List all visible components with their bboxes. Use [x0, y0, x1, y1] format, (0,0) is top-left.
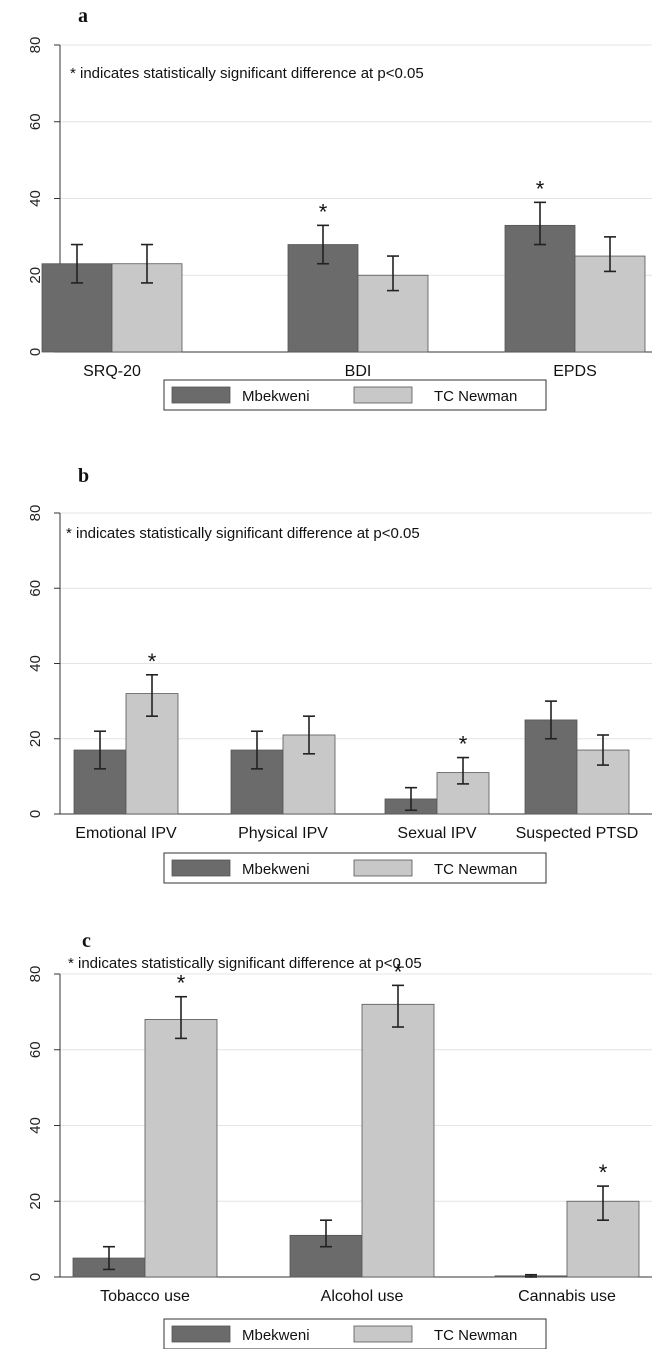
category-label-b-2: Sexual IPV: [397, 825, 476, 842]
legend-swatch-tc-newman-a: [353, 386, 413, 404]
legend-label-tc-newman-a: TC Newman: [434, 388, 517, 405]
panel-letter-a: a: [78, 5, 88, 27]
significance-star-c-1: *: [394, 959, 403, 984]
y-tick-label-c-80: 80: [27, 966, 44, 983]
y-tick-label-a-20: 20: [27, 267, 44, 284]
significance-star-b-2: *: [459, 732, 468, 757]
significance-note-c: * indicates statistically significant di…: [68, 955, 422, 972]
y-tick-label-a-60: 60: [27, 113, 44, 130]
legend-label-mbekweni-a: Mbekweni: [242, 388, 310, 405]
y-tick-label-c-0: 0: [27, 1273, 44, 1281]
legend-swatch-mbekweni-a: [171, 386, 231, 404]
bar-a-mbekweni-2: [504, 224, 576, 353]
y-tick-label-b-60: 60: [27, 580, 44, 597]
category-label-a-0: SRQ-20: [83, 363, 141, 380]
category-label-c-1: Alcohol use: [321, 1288, 404, 1305]
y-tick-label-a-0: 0: [27, 348, 44, 356]
bar-c-tc-newman-0: [144, 1019, 218, 1278]
bar-c-tc-newman-1: [361, 1003, 435, 1278]
y-tick-label-a-80: 80: [27, 37, 44, 54]
significance-star-c-2: *: [599, 1160, 608, 1185]
legend-swatch-mbekweni-c: [171, 1325, 231, 1343]
significance-star-a-1: *: [319, 199, 328, 224]
legend-label-tc-newman-c: TC Newman: [434, 1327, 517, 1344]
y-tick-label-b-0: 0: [27, 810, 44, 818]
y-tick-label-b-80: 80: [27, 505, 44, 522]
significance-star-a-2: *: [536, 176, 545, 201]
significance-star-b-0: *: [148, 649, 157, 674]
category-label-b-0: Emotional IPV: [75, 825, 177, 842]
legend-label-mbekweni-b: Mbekweni: [242, 861, 310, 878]
category-label-b-3: Suspected PTSD: [516, 825, 639, 842]
y-tick-label-c-20: 20: [27, 1193, 44, 1210]
category-label-a-1: BDI: [345, 363, 372, 380]
significance-note-b: * indicates statistically significant di…: [66, 525, 420, 542]
panel-letter-b: b: [78, 465, 89, 487]
category-label-b-1: Physical IPV: [238, 825, 328, 842]
y-tick-label-b-20: 20: [27, 730, 44, 747]
legend-swatch-tc-newman-b: [353, 859, 413, 877]
category-label-a-2: EPDS: [553, 363, 597, 380]
y-tick-label-c-40: 40: [27, 1117, 44, 1134]
legend-label-tc-newman-b: TC Newman: [434, 861, 517, 878]
significance-note-a: * indicates statistically significant di…: [70, 65, 424, 82]
panel-letter-c: c: [82, 930, 91, 952]
legend-swatch-mbekweni-b: [171, 859, 231, 877]
legend-label-mbekweni-c: Mbekweni: [242, 1327, 310, 1344]
y-tick-label-c-60: 60: [27, 1041, 44, 1058]
legend-swatch-tc-newman-c: [353, 1325, 413, 1343]
category-label-c-2: Cannabis use: [518, 1288, 616, 1305]
category-label-c-0: Tobacco use: [100, 1288, 190, 1305]
y-tick-label-a-40: 40: [27, 190, 44, 207]
bar-a-tc-newman-1: [357, 274, 429, 353]
y-tick-label-b-40: 40: [27, 655, 44, 672]
significance-star-c-0: *: [177, 971, 186, 996]
